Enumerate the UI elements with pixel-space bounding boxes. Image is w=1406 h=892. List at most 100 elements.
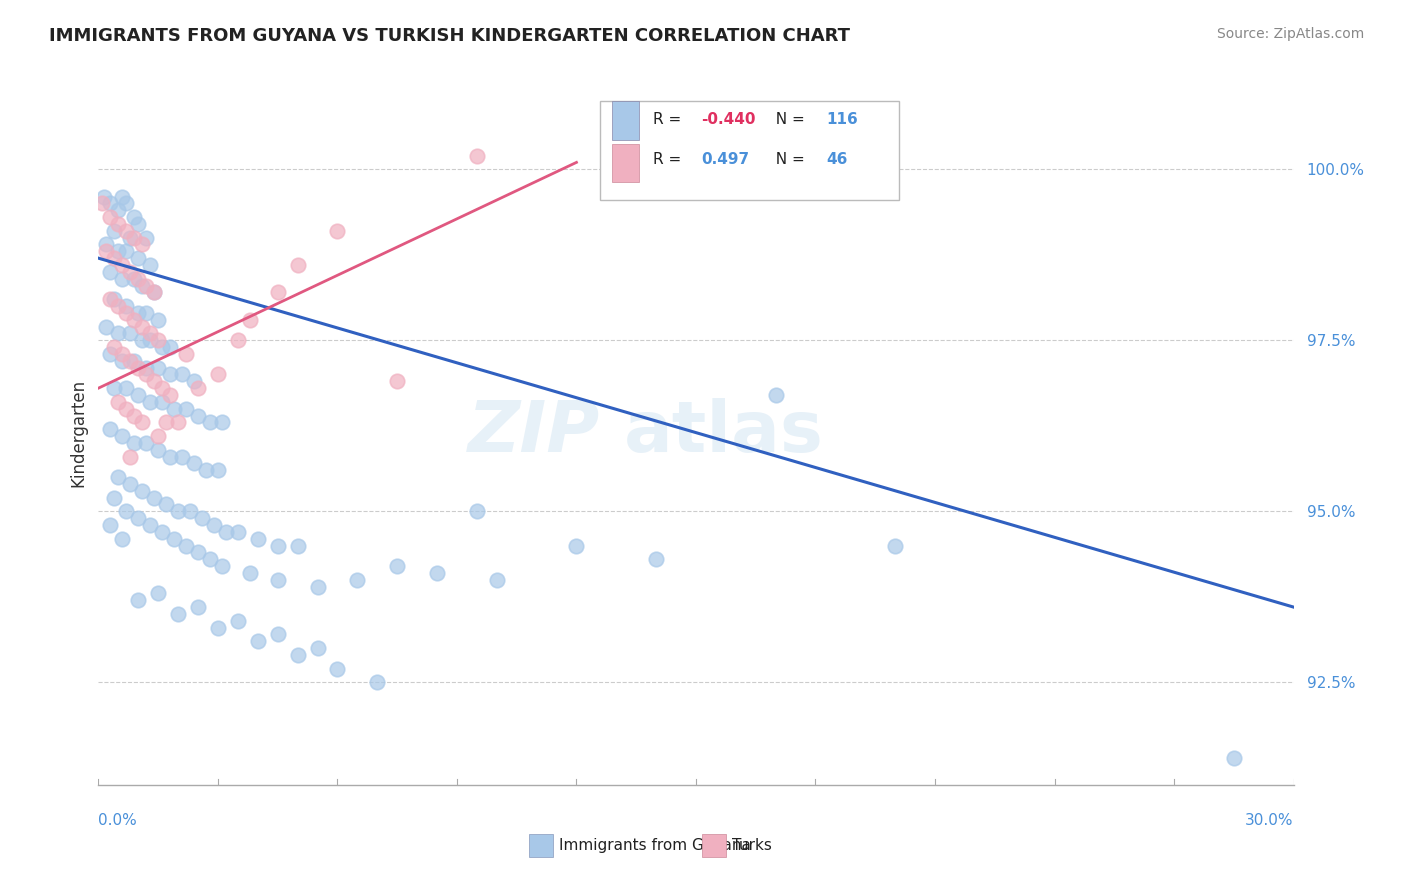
Text: 0.0%: 0.0% <box>98 814 138 828</box>
Point <box>127 271 149 285</box>
Point <box>326 662 349 676</box>
Point <box>187 409 209 423</box>
Point <box>107 326 129 341</box>
Point <box>465 504 488 518</box>
Point <box>143 374 166 388</box>
Point <box>139 258 162 272</box>
Point <box>426 566 449 580</box>
Point <box>211 559 233 574</box>
Point <box>159 388 181 402</box>
Point <box>103 340 125 354</box>
Point <box>107 217 129 231</box>
Point <box>124 436 146 450</box>
Point <box>346 573 368 587</box>
Text: 46: 46 <box>827 153 848 168</box>
Point <box>267 573 290 587</box>
Point <box>111 429 134 443</box>
Text: Source: ZipAtlas.com: Source: ZipAtlas.com <box>1216 27 1364 41</box>
Text: Turks: Turks <box>733 838 772 853</box>
Point <box>211 415 233 429</box>
Point <box>150 524 173 539</box>
Point <box>267 627 290 641</box>
Point <box>98 422 122 436</box>
Point <box>135 360 157 375</box>
Text: 116: 116 <box>827 112 858 127</box>
Point <box>107 244 129 259</box>
Bar <box>529 834 553 857</box>
Point <box>111 347 134 361</box>
Point <box>226 614 249 628</box>
Point <box>98 210 122 224</box>
Point <box>124 271 146 285</box>
Point <box>124 353 146 368</box>
Point <box>148 429 170 443</box>
Point <box>155 415 177 429</box>
Point <box>98 347 122 361</box>
Point <box>103 491 125 505</box>
Point <box>150 394 173 409</box>
Point <box>111 271 134 285</box>
Point <box>366 675 388 690</box>
Point <box>485 573 508 587</box>
Point <box>115 381 138 395</box>
Text: Immigrants from Guyana: Immigrants from Guyana <box>558 838 751 853</box>
Point <box>103 224 125 238</box>
Point <box>107 394 129 409</box>
Point <box>385 374 409 388</box>
Point <box>159 368 181 382</box>
Point <box>246 634 269 648</box>
Point <box>131 333 153 347</box>
Text: R =: R = <box>652 153 686 168</box>
Text: N =: N = <box>766 112 810 127</box>
Point <box>148 360 170 375</box>
Point <box>183 374 205 388</box>
Point <box>107 299 129 313</box>
Point <box>103 251 125 265</box>
Point <box>120 326 142 341</box>
Point <box>239 566 262 580</box>
Text: IMMIGRANTS FROM GUYANA VS TURKISH KINDERGARTEN CORRELATION CHART: IMMIGRANTS FROM GUYANA VS TURKISH KINDER… <box>49 27 851 45</box>
Point <box>139 333 162 347</box>
Text: -0.440: -0.440 <box>700 112 755 127</box>
Point <box>207 463 229 477</box>
Point <box>115 299 138 313</box>
Point <box>215 524 238 539</box>
Point <box>131 278 153 293</box>
Point <box>135 230 157 244</box>
Point <box>124 210 146 224</box>
Point <box>131 237 153 252</box>
Point <box>174 401 197 416</box>
Point <box>135 368 157 382</box>
Point <box>174 347 197 361</box>
Bar <box>702 834 725 857</box>
Point <box>124 230 146 244</box>
Point <box>135 306 157 320</box>
Point <box>124 312 146 326</box>
Point <box>150 381 173 395</box>
FancyBboxPatch shape <box>600 102 900 200</box>
Point <box>191 511 214 525</box>
Point <box>131 319 153 334</box>
Point <box>187 600 209 615</box>
Point <box>120 477 142 491</box>
Point <box>465 148 488 162</box>
Point <box>195 463 218 477</box>
Point <box>307 580 329 594</box>
Point <box>172 368 194 382</box>
Point <box>267 539 290 553</box>
Point <box>765 388 787 402</box>
Point <box>148 586 170 600</box>
Point <box>645 552 668 566</box>
Point <box>127 217 149 231</box>
Text: 0.497: 0.497 <box>700 153 749 168</box>
Point <box>96 244 118 259</box>
Point <box>111 258 134 272</box>
Point <box>131 483 153 498</box>
Point <box>226 333 249 347</box>
Point <box>139 518 162 533</box>
Text: ZIP: ZIP <box>468 398 600 467</box>
Point <box>159 340 181 354</box>
Point <box>127 388 149 402</box>
Point <box>127 360 149 375</box>
Point <box>120 450 142 464</box>
